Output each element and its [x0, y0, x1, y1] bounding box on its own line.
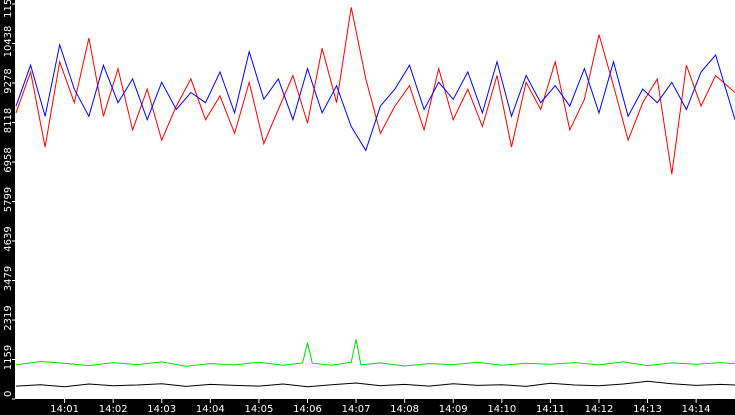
y-axis-band [0, 0, 15, 415]
x-tick-label: 14:09 [439, 404, 468, 415]
x-tick-label: 14:08 [390, 404, 419, 415]
x-tick-label: 14:10 [487, 404, 516, 415]
series-line-2 [15, 339, 735, 367]
y-tick-label: 11598 [3, 0, 14, 18]
x-tick-label: 14:05 [244, 404, 273, 415]
series-layer [15, 7, 735, 388]
x-axis-ticks: 14:01 14:02 14:03 14:04 14:05 14:06 14:07 14:08… [50, 399, 711, 415]
x-tick-label: 14:06 [293, 404, 322, 415]
y-tick-label: 3479 [3, 266, 14, 291]
y-tick-label: 5799 [3, 187, 14, 212]
x-tick-label: 14:04 [196, 404, 225, 415]
series-line-1 [15, 42, 735, 152]
x-tick-label: 14:14 [682, 404, 711, 415]
y-tick-label: 0 [3, 391, 14, 397]
y-tick-label: 6958 [3, 147, 14, 172]
x-tick-label: 14:02 [99, 404, 128, 415]
x-tick-label: 14:03 [147, 404, 176, 415]
y-tick-label: 4639 [3, 226, 14, 251]
series-line-0 [15, 7, 735, 175]
y-tick-label: 8118 [3, 108, 14, 133]
x-tick-label: 14:13 [633, 404, 662, 415]
y-tick-label: 2319 [3, 305, 14, 330]
x-axis-band [0, 399, 735, 415]
y-tick-label: 9278 [3, 68, 14, 93]
y-axis-ticks: 0 1159 2319 3479 4639 5799 6958 8118 9278 10438 11… [3, 0, 15, 400]
x-tick-label: 14:07 [342, 404, 371, 415]
series-line-3 [15, 380, 735, 388]
x-tick-label: 14:01 [50, 404, 79, 415]
y-tick-label: 10438 [3, 26, 14, 58]
x-tick-label: 14:11 [536, 404, 565, 415]
y-tick-label: 1159 [3, 345, 14, 370]
x-tick-label: 14:12 [585, 404, 614, 415]
